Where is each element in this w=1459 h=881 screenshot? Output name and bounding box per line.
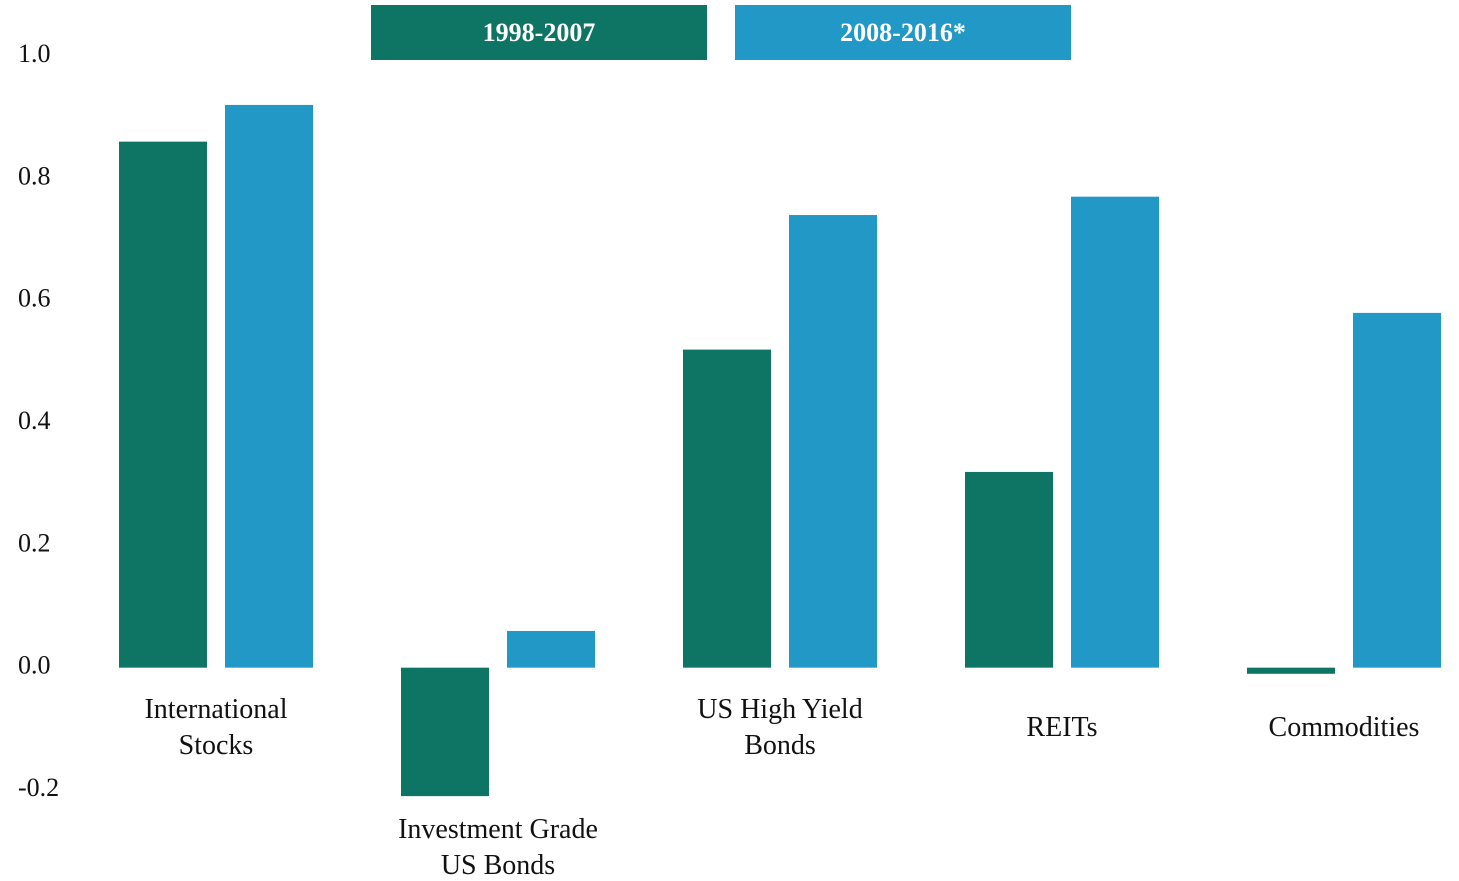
y-tick-label: 0.2 (18, 528, 51, 557)
bar (1071, 196, 1159, 668)
legend-item: 1998-2007 (371, 5, 707, 60)
x-tick-label: Investment Grade US Bonds (398, 814, 598, 881)
bar (507, 630, 595, 668)
bar (225, 104, 313, 668)
x-tick-label: REITs (1026, 711, 1098, 743)
bar (401, 667, 489, 797)
x-tick-label: US High Yield Bonds (697, 693, 863, 761)
y-tick-label: 0.4 (18, 406, 51, 435)
y-tick-label: 0.8 (18, 161, 51, 190)
x-tick-label: Commodities (1268, 711, 1420, 743)
bar (789, 215, 877, 668)
bar (683, 349, 771, 668)
y-tick-label: 0.0 (18, 651, 51, 680)
x-tick-label: International Stocks (144, 693, 288, 761)
bar (1353, 312, 1441, 668)
y-tick-label: 0.6 (18, 284, 51, 313)
legend-item: 2008-2016* (735, 5, 1071, 60)
y-tick-label: -0.2 (18, 773, 59, 802)
bar (965, 471, 1053, 668)
y-tick-label: 1.0 (18, 39, 51, 68)
bar (119, 141, 207, 668)
bar (1247, 667, 1335, 674)
